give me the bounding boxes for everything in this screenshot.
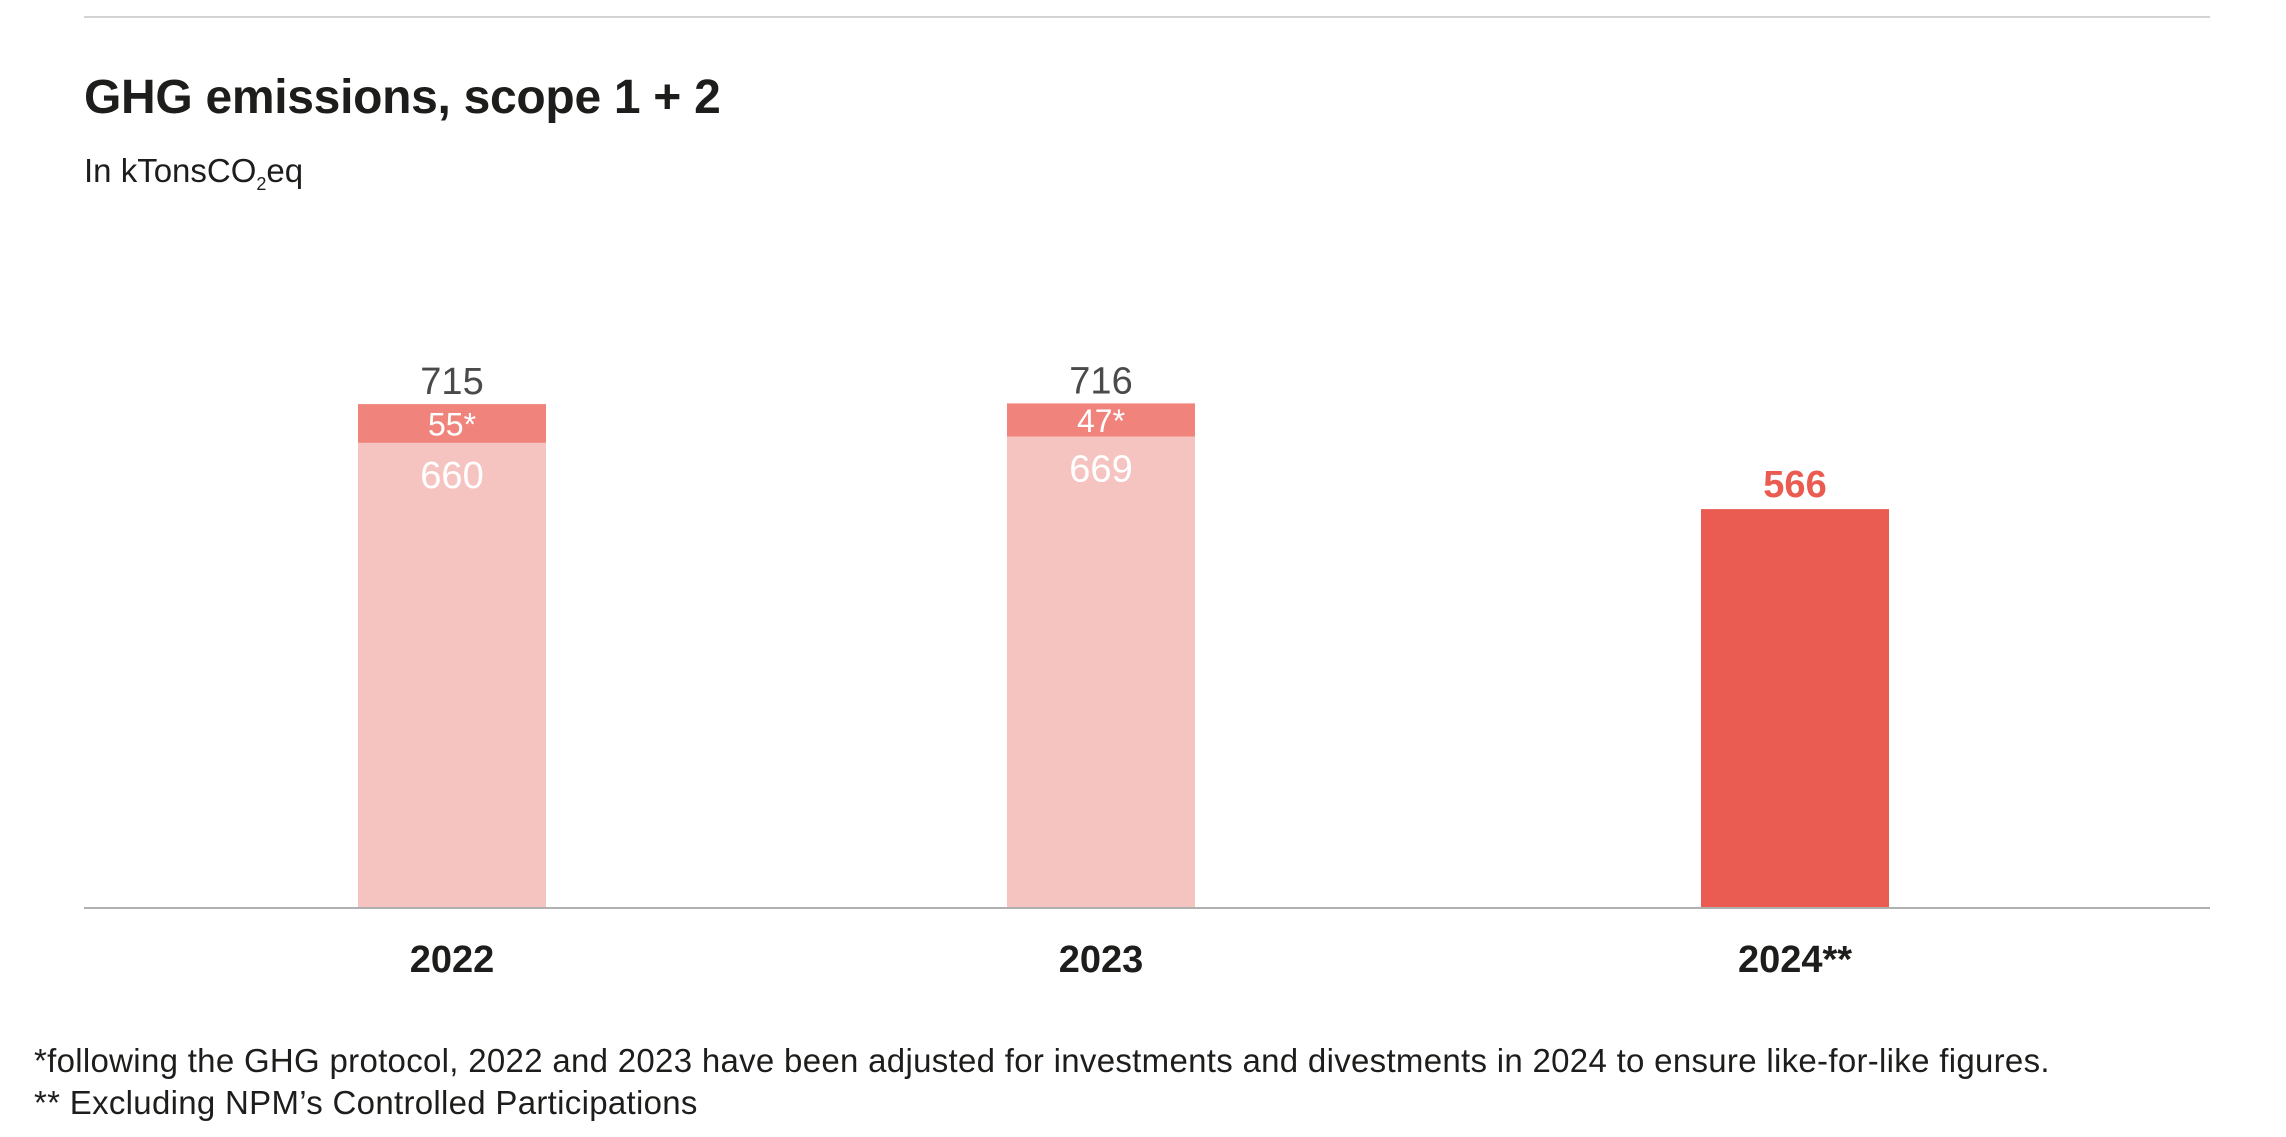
chart-title: GHG emissions, scope 1 + 2 bbox=[84, 71, 721, 124]
subtitle-unit: In kTonsCO bbox=[84, 152, 257, 189]
bar-2023-adjustment bbox=[1007, 403, 1195, 437]
subtitle-subscript: 2 bbox=[256, 174, 267, 194]
bar-2024-base bbox=[1701, 509, 1889, 908]
category-label: 2022 bbox=[410, 939, 495, 981]
base-value-label: 669 bbox=[1069, 449, 1132, 491]
footnotes: *following the GHG protocol, 2022 and 20… bbox=[34, 1040, 2050, 1124]
bar-2023-base bbox=[1007, 436, 1195, 908]
base-value-label: 660 bbox=[420, 455, 483, 497]
bar-2022-adjustment bbox=[358, 404, 546, 443]
subtitle-suffix: eq bbox=[266, 152, 304, 189]
footnote-adjustment: *following the GHG protocol, 2022 and 20… bbox=[34, 1042, 2050, 1079]
adjustment-value-label: 47* bbox=[1077, 403, 1125, 439]
bar-2022-base bbox=[358, 442, 546, 908]
chart-subtitle: In kTonsCO2eq bbox=[84, 152, 303, 195]
total-value-label: 715 bbox=[420, 361, 483, 403]
top-divider bbox=[84, 16, 2210, 18]
total-value-label: 716 bbox=[1069, 360, 1132, 402]
adjustment-value-label: 55* bbox=[428, 406, 476, 442]
category-label: 2024** bbox=[1738, 939, 1852, 981]
total-value-label: 566 bbox=[1763, 464, 1826, 506]
footnote-exclusion: ** Excluding NPM’s Controlled Participat… bbox=[34, 1084, 698, 1121]
category-label: 2023 bbox=[1059, 939, 1144, 981]
